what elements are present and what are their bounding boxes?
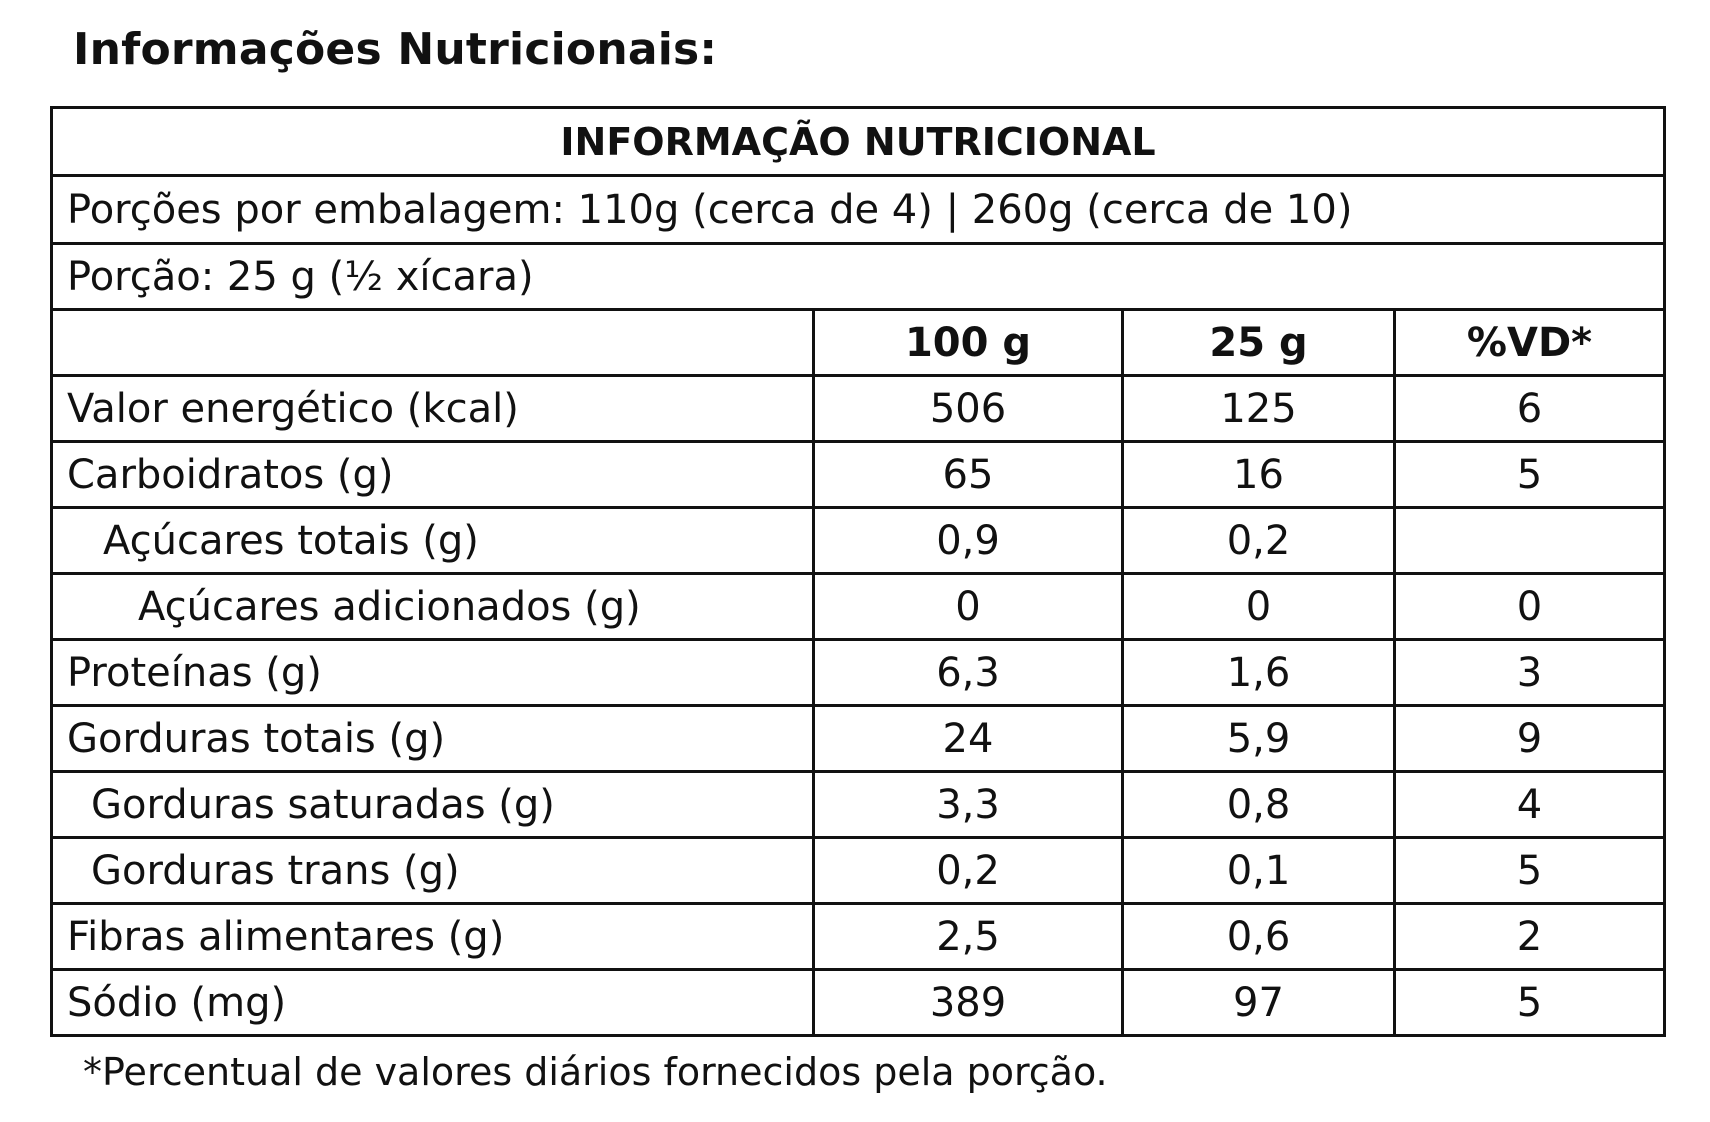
value-per-100g: 0,9: [812, 506, 1124, 575]
column-header-25g: 25 g: [1121, 308, 1396, 377]
serving-size-row: Porção: 25 g (½ xícara): [49, 242, 1667, 311]
value-per-serving: 0,1: [1121, 836, 1396, 905]
value-dv: 9: [1392, 704, 1667, 773]
value-per-100g: 389: [812, 968, 1124, 1037]
table-row: Açúcares totais (g) 0,9 0,2: [50, 506, 1667, 575]
value-per-serving: 16: [1121, 440, 1396, 509]
value-per-100g: 6,3: [812, 638, 1124, 707]
column-header-row: 100 g 25 g %VD*: [50, 308, 1667, 377]
nutrient-label: Valor energético (kcal): [50, 374, 815, 443]
table-row: Gorduras saturadas (g) 3,3 0,8 4: [50, 770, 1667, 839]
table-title-row: INFORMAÇÃO NUTRICIONAL: [49, 106, 1667, 177]
servings-per-package: Porções por embalagem: 110g (cerca de 4)…: [49, 174, 1667, 245]
serving-size: Porção: 25 g (½ xícara): [49, 242, 1667, 311]
table-row: Carboidratos (g) 65 16 5: [50, 440, 1667, 509]
nutrient-label: Proteínas (g): [50, 638, 815, 707]
column-header-dv: %VD*: [1392, 308, 1667, 377]
column-header-100g: 100 g: [812, 308, 1124, 377]
servings-row: Porções por embalagem: 110g (cerca de 4)…: [49, 174, 1667, 245]
value-dv: 4: [1392, 770, 1667, 839]
nutrient-label: Carboidratos (g): [50, 440, 815, 509]
value-dv: [1392, 506, 1667, 575]
column-header-empty: [50, 308, 815, 377]
value-per-100g: 24: [812, 704, 1124, 773]
nutrient-label: Gorduras trans (g): [50, 836, 815, 905]
value-per-100g: 3,3: [812, 770, 1124, 839]
value-per-serving: 5,9: [1121, 704, 1396, 773]
value-dv: 5: [1392, 440, 1667, 509]
table-row: Valor energético (kcal) 506 125 6: [50, 374, 1667, 443]
value-per-serving: 0,6: [1121, 902, 1396, 971]
table-row: Proteínas (g) 6,3 1,6 3: [50, 638, 1667, 707]
value-per-serving: 125: [1121, 374, 1396, 443]
value-per-serving: 0,2: [1121, 506, 1396, 575]
table-row: Gorduras totais (g) 24 5,9 9: [50, 704, 1667, 773]
table-row: Açúcares adicionados (g) 0 0 0: [50, 572, 1667, 641]
value-dv: 6: [1392, 374, 1667, 443]
value-per-100g: 2,5: [812, 902, 1124, 971]
value-dv: 3: [1392, 638, 1667, 707]
table-title: INFORMAÇÃO NUTRICIONAL: [49, 106, 1667, 177]
nutrient-label: Fibras alimentares (g): [50, 902, 815, 971]
nutrition-table: INFORMAÇÃO NUTRICIONAL Porções por embal…: [49, 106, 1667, 1037]
page-title: Informações Nutricionais:: [73, 24, 718, 75]
nutrient-label: Gorduras saturadas (g): [50, 770, 815, 839]
value-dv: 0: [1392, 572, 1667, 641]
value-per-100g: 0,2: [812, 836, 1124, 905]
value-per-serving: 0,8: [1121, 770, 1396, 839]
value-dv: 5: [1392, 968, 1667, 1037]
table-row: Fibras alimentares (g) 2,5 0,6 2: [50, 902, 1667, 971]
nutrient-label: Açúcares adicionados (g): [50, 572, 815, 641]
nutrient-label: Gorduras totais (g): [50, 704, 815, 773]
nutrient-label: Sódio (mg): [50, 968, 815, 1037]
value-per-serving: 97: [1121, 968, 1396, 1037]
value-dv: 5: [1392, 836, 1667, 905]
footnote: *Percentual de valores diários fornecido…: [83, 1050, 1108, 1094]
value-per-100g: 0: [812, 572, 1124, 641]
table-row: Gorduras trans (g) 0,2 0,1 5: [50, 836, 1667, 905]
value-per-serving: 0: [1121, 572, 1396, 641]
value-per-100g: 65: [812, 440, 1124, 509]
value-per-serving: 1,6: [1121, 638, 1396, 707]
value-per-100g: 506: [812, 374, 1124, 443]
nutrient-label: Açúcares totais (g): [50, 506, 815, 575]
table-row: Sódio (mg) 389 97 5: [50, 968, 1667, 1037]
value-dv: 2: [1392, 902, 1667, 971]
